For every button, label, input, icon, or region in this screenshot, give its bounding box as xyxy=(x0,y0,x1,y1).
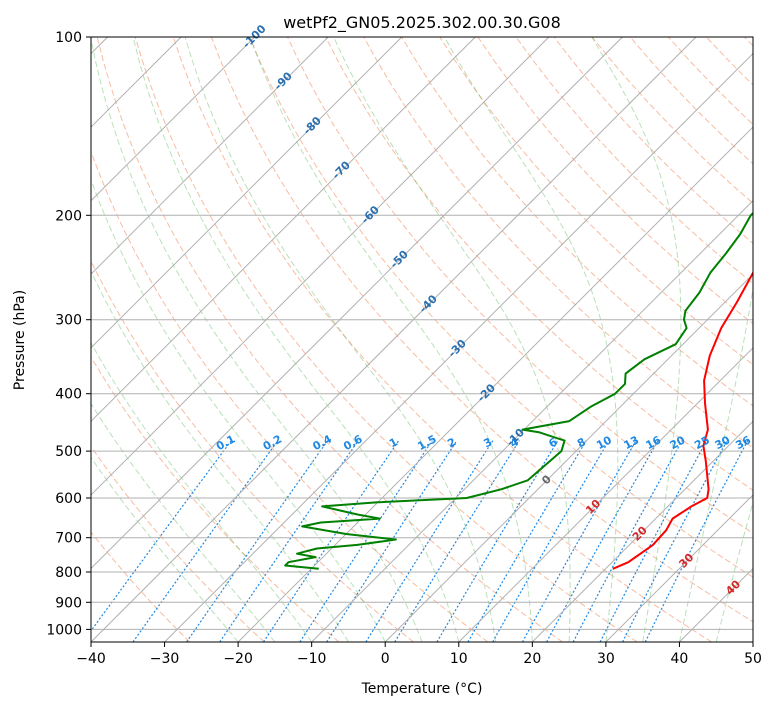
isotherm-line xyxy=(91,37,476,423)
dry-adiabat xyxy=(401,37,753,407)
isotherm-line xyxy=(91,37,256,202)
mixing-ratio-line xyxy=(186,440,329,642)
moist-adiabat xyxy=(333,37,571,642)
series-lines xyxy=(284,211,753,570)
y-tick-label: 300 xyxy=(55,313,82,329)
mixing-ratio-label: 16 xyxy=(644,433,664,452)
moist-adiabat xyxy=(91,402,276,642)
x-tick-label: 0 xyxy=(381,651,390,667)
dry-adiabat xyxy=(248,37,753,578)
x-tick-label: 20 xyxy=(523,651,541,667)
dry-adiabat xyxy=(515,37,753,284)
moist-adiabat xyxy=(91,178,386,642)
dry-adiabat xyxy=(91,445,265,642)
mixing-ratio-line xyxy=(262,440,400,642)
moist-adiabat xyxy=(678,285,753,642)
dry-adiabat xyxy=(91,150,489,642)
mixing-ratio-line xyxy=(467,440,587,642)
x-tick-label: 40 xyxy=(671,651,689,667)
isotherm-line xyxy=(91,37,623,570)
moist-adiabat xyxy=(91,456,239,642)
moist-adiabat xyxy=(91,37,423,642)
isotherm-line xyxy=(91,37,550,496)
y-tick-label: 600 xyxy=(55,491,82,507)
dry-adiabat xyxy=(210,37,753,623)
dry-adiabat xyxy=(439,37,753,366)
mixing-ratio-label: 36 xyxy=(733,433,753,452)
x-tick-label: −20 xyxy=(223,651,253,667)
mixing-ratio-line xyxy=(572,440,683,642)
x-tick-label: 30 xyxy=(597,651,615,667)
mixing-ratio-line xyxy=(644,440,749,642)
moist-adiabat xyxy=(91,269,349,642)
grid-lines xyxy=(91,37,753,642)
isotherm-line xyxy=(605,494,753,642)
y-tick-label: 900 xyxy=(55,595,82,611)
mixing-ratio-label: 30 xyxy=(713,433,733,452)
dry-adiabat xyxy=(172,37,713,642)
moist-adiabat xyxy=(132,37,460,642)
mixing-ratio-label: 20 xyxy=(668,433,688,452)
isotherm-line xyxy=(458,347,753,642)
mixing-ratio-line xyxy=(219,440,359,642)
x-tick-label: −30 xyxy=(150,651,180,667)
x-axis-title: Temperature (°C) xyxy=(361,681,483,697)
plot-frame xyxy=(90,36,754,643)
y-tick-label: 1000 xyxy=(46,622,82,638)
y-axis-title: Pressure (hPa) xyxy=(12,290,28,390)
mixing-ratio-label: 13 xyxy=(622,433,642,452)
moist-adiabat xyxy=(591,37,682,642)
dry-adiabat xyxy=(287,37,753,534)
isotherm-line xyxy=(384,273,753,642)
dry-adiabat xyxy=(91,356,340,642)
y-tick-label: 500 xyxy=(55,444,82,460)
isotherm-line xyxy=(311,199,753,642)
dry-adiabat xyxy=(134,37,638,642)
y-axis: 100 200 300 400 500 600 700 800 900 1000 xyxy=(46,30,91,638)
isotherm-line xyxy=(531,420,753,642)
mixing-ratio-line xyxy=(546,440,659,642)
isotherm-line xyxy=(752,641,753,642)
isotherm-line xyxy=(237,126,753,642)
x-axis: −40 −30 −20 −10 0 10 20 30 40 50 xyxy=(76,642,762,667)
plot-background xyxy=(91,37,753,642)
y-tick-label: 800 xyxy=(55,565,82,581)
mixing-ratio-line xyxy=(521,440,637,642)
temperature-line xyxy=(612,270,753,570)
isotherm-line xyxy=(91,37,697,642)
y-tick-label: 400 xyxy=(55,387,82,403)
mixing-ratio-label: 25 xyxy=(692,433,712,452)
x-tick-label: −40 xyxy=(76,651,106,667)
dry-adiabat xyxy=(96,37,563,642)
x-tick-label: −10 xyxy=(297,651,327,667)
background-lines xyxy=(91,37,753,642)
mixing-ratio-line xyxy=(365,440,494,642)
x-tick-label: 50 xyxy=(744,651,762,667)
mixing-ratio-label: 10 xyxy=(594,433,614,452)
x-tick-label: 10 xyxy=(450,651,468,667)
mixing-ratio-line xyxy=(299,440,433,642)
dewpoint-line xyxy=(284,211,753,570)
mixing-ratio-line xyxy=(91,440,232,632)
mixing-ratio-line xyxy=(492,440,610,642)
mixing-ratio-line xyxy=(326,440,458,642)
chart-title: wetPf2_GN05.2025.302.00.30.G08 xyxy=(283,13,561,33)
mixing-ratio-line xyxy=(436,440,559,642)
dry-adiabat xyxy=(91,531,191,642)
y-tick-label: 200 xyxy=(55,208,82,224)
moist-adiabat xyxy=(184,37,497,642)
isotherm-line xyxy=(91,37,403,349)
moist-adiabat xyxy=(443,37,619,642)
y-tick-label: 100 xyxy=(55,30,82,46)
isotherm-line xyxy=(91,37,329,275)
isotherm-line xyxy=(164,52,753,642)
y-tick-label: 700 xyxy=(55,531,82,547)
mixing-ratio-line xyxy=(132,440,279,642)
